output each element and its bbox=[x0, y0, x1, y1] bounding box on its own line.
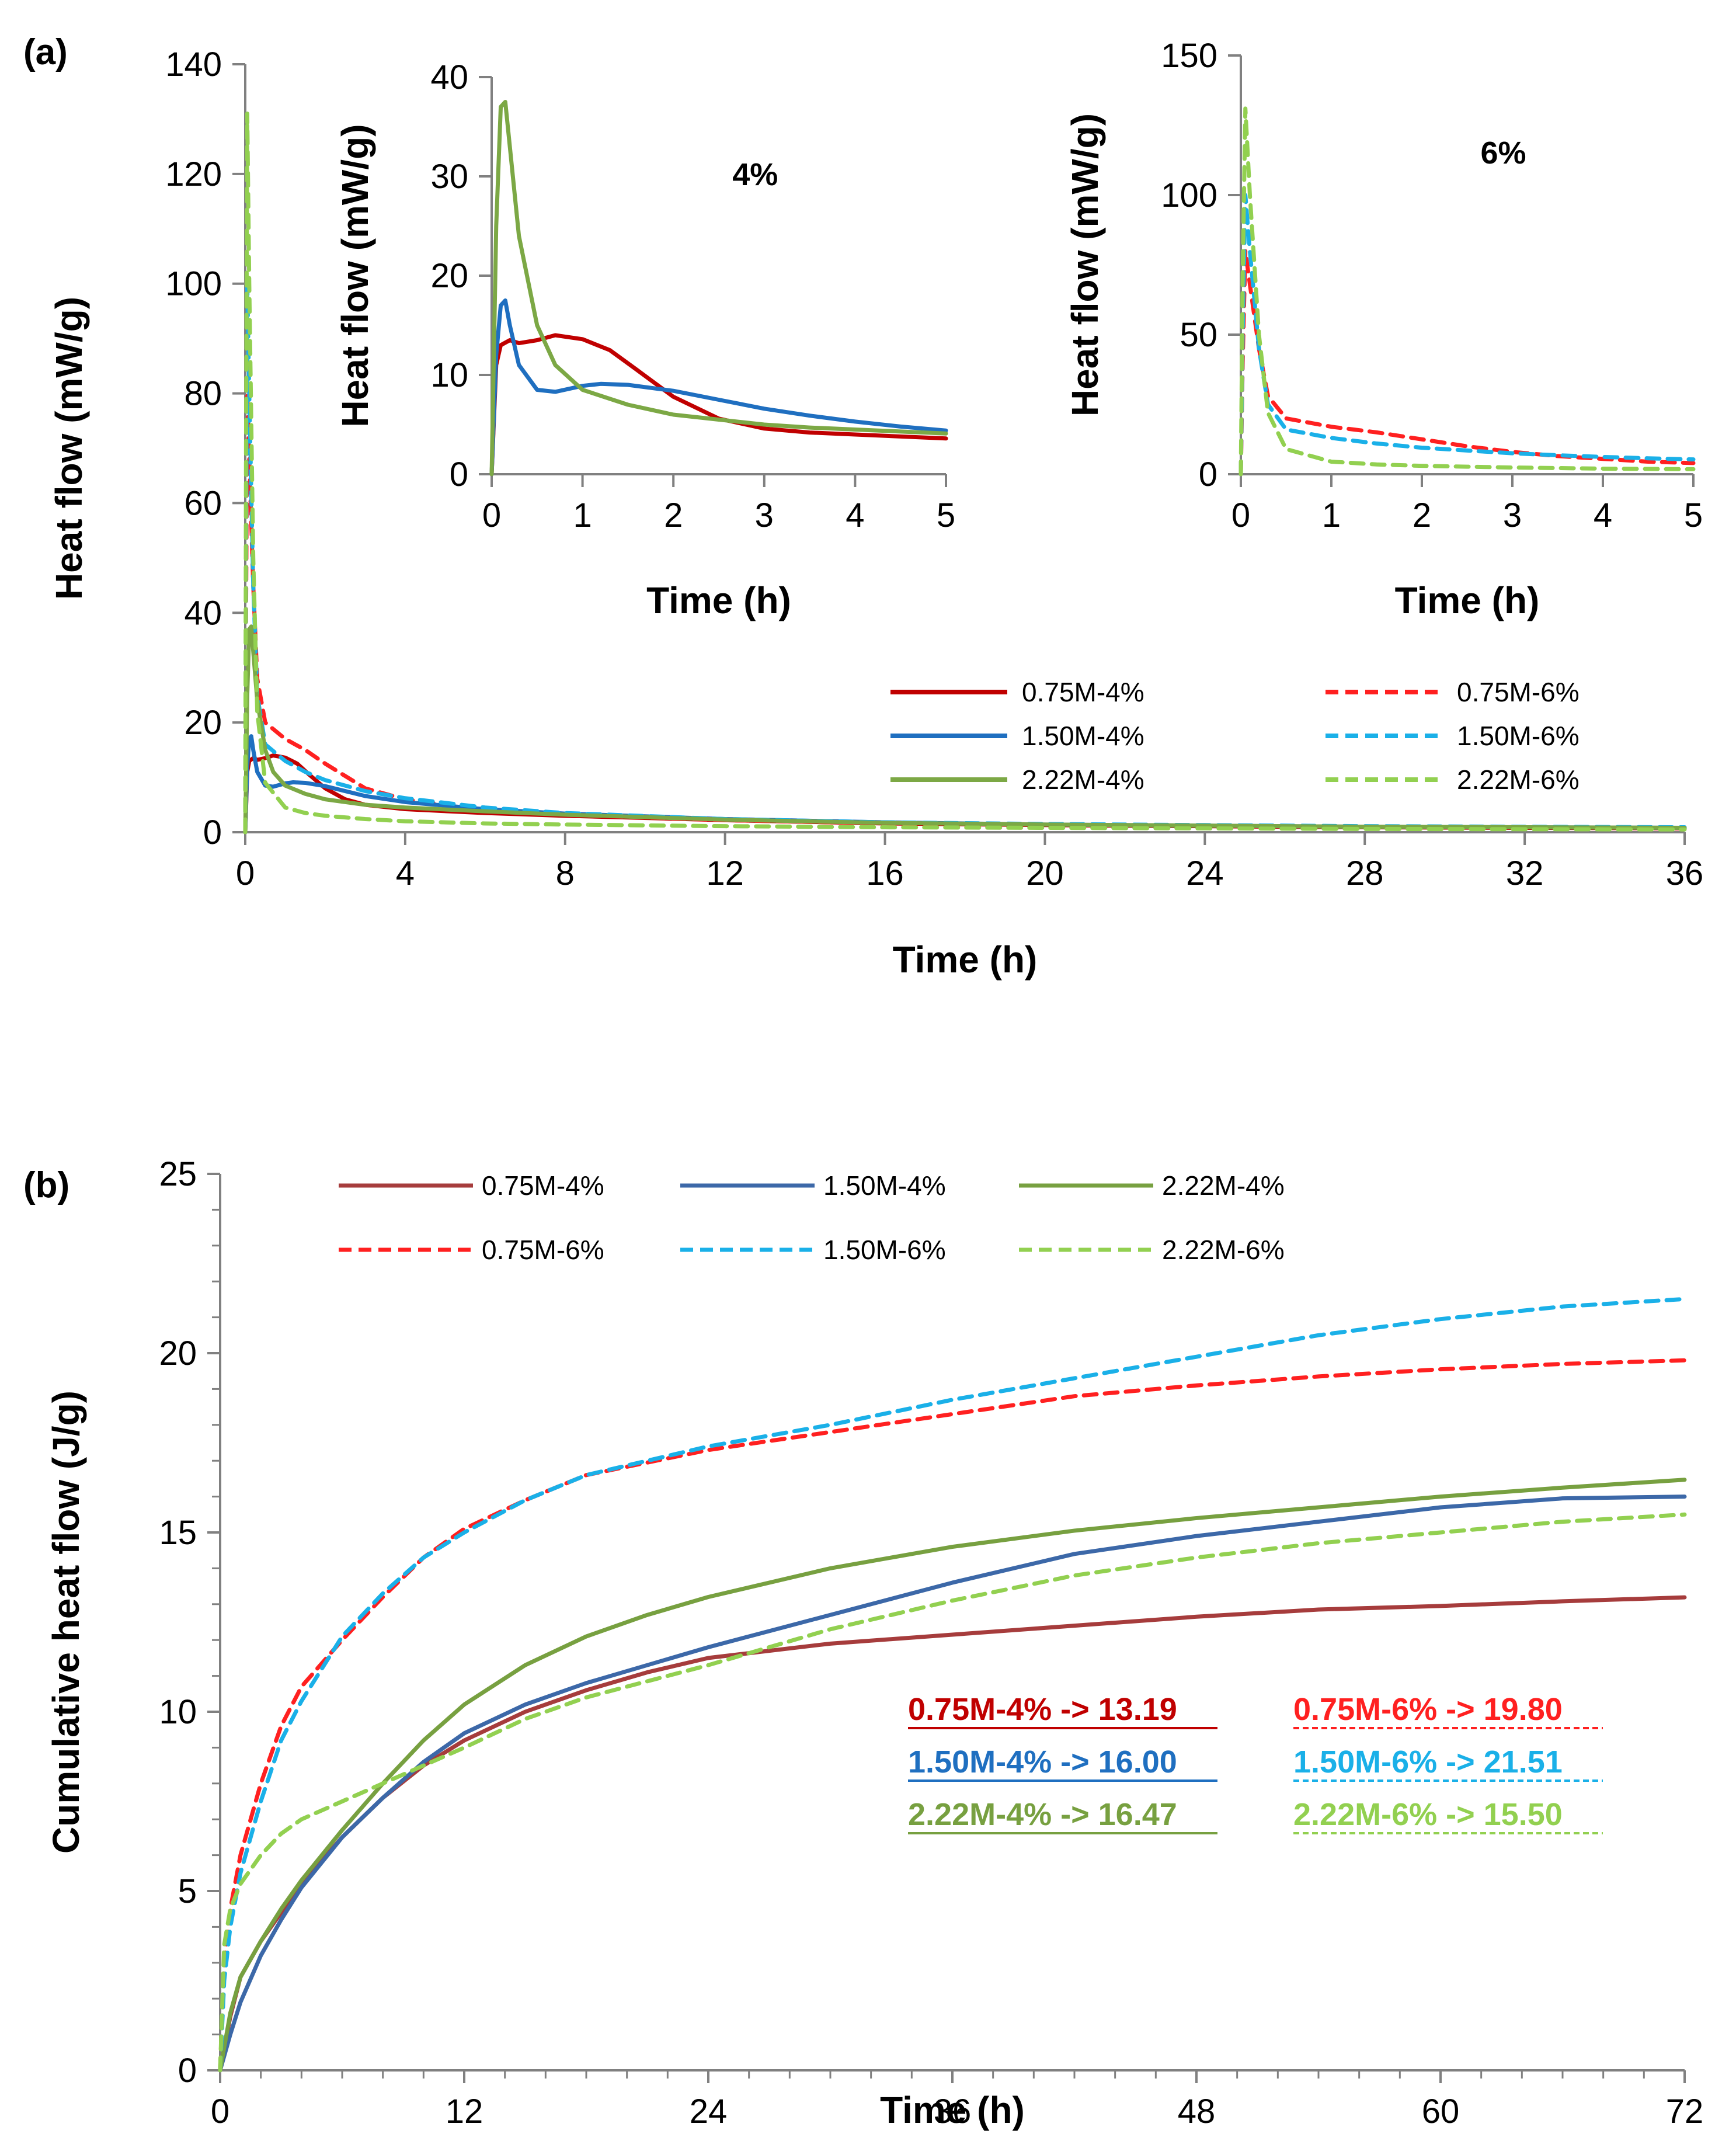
series-line-2.22M-6% bbox=[218, 1512, 1687, 2073]
panel-a-label: (a) bbox=[23, 32, 68, 72]
legend-label: 2.22M-4% bbox=[1022, 764, 1144, 795]
y-axis-label: Heat flow (mW/g) bbox=[1064, 113, 1106, 416]
x-tick-label: 0 bbox=[211, 2093, 229, 2130]
y-tick-label: 0 bbox=[203, 814, 222, 851]
x-tick-label: 32 bbox=[1506, 854, 1544, 892]
x-tick-label: 5 bbox=[937, 496, 955, 534]
inset-title: 6% bbox=[1480, 135, 1526, 171]
series-line-0.75M-6% bbox=[1238, 249, 1696, 477]
x-tick-label: 0 bbox=[236, 854, 255, 892]
series-line-2.22M-4% bbox=[243, 624, 1687, 835]
x-tick-label: 36 bbox=[934, 2093, 972, 2130]
legend-label: 2.22M-6% bbox=[1457, 764, 1580, 795]
y-tick-label: 20 bbox=[159, 1334, 197, 1372]
x-tick-label: 12 bbox=[706, 854, 744, 892]
series-line-1.50M-6% bbox=[218, 1297, 1687, 2073]
x-axis-label: Time (h) bbox=[893, 939, 1038, 981]
series-line-2.22M-6% bbox=[243, 112, 1687, 835]
x-axis-label: Time (h) bbox=[646, 579, 791, 621]
legend-label: 1.50M-6% bbox=[1457, 721, 1580, 751]
y-tick-label: 150 bbox=[1161, 37, 1217, 75]
y-tick-label: 15 bbox=[159, 1514, 197, 1552]
series-line-1.50M-4% bbox=[489, 298, 948, 477]
x-tick-label: 36 bbox=[1666, 854, 1704, 892]
x-axis-label: Time (h) bbox=[880, 2089, 1025, 2131]
legend-label: 1.50M-6% bbox=[823, 1235, 946, 1265]
series-line-1.50M-4% bbox=[218, 1494, 1687, 2073]
y-tick-label: 20 bbox=[184, 704, 222, 742]
legend-label: 0.75M-6% bbox=[482, 1235, 604, 1265]
y-tick-label: 20 bbox=[430, 257, 468, 295]
series-line-2.22M-4% bbox=[218, 1478, 1687, 2073]
series-line-0.75M-4% bbox=[489, 333, 948, 477]
total-annotation: 2.22M-4% -> 16.47 bbox=[908, 1797, 1177, 1832]
x-tick-label: 24 bbox=[690, 2093, 728, 2130]
legend-label: 0.75M-4% bbox=[1022, 677, 1144, 707]
y-tick-label: 0 bbox=[1199, 456, 1217, 493]
x-tick-label: 12 bbox=[446, 2093, 483, 2130]
legend-label: 0.75M-6% bbox=[1457, 677, 1580, 707]
series-line-2.22M-4% bbox=[489, 100, 948, 477]
x-tick-label: 48 bbox=[1178, 2093, 1216, 2130]
x-tick-label: 16 bbox=[866, 854, 904, 892]
y-axis-label: Heat flow (mW/g) bbox=[334, 124, 376, 427]
x-tick-label: 2 bbox=[664, 496, 683, 534]
total-annotation: 0.75M-4% -> 13.19 bbox=[908, 1692, 1177, 1727]
y-tick-label: 80 bbox=[184, 375, 222, 413]
series-line-2.22M-6% bbox=[1238, 106, 1696, 477]
series-line-1.50M-6% bbox=[1238, 193, 1696, 477]
legend-label: 1.50M-4% bbox=[1022, 721, 1144, 751]
x-axis-label: Time (h) bbox=[1395, 579, 1540, 621]
x-tick-label: 20 bbox=[1026, 854, 1064, 892]
x-tick-label: 8 bbox=[556, 854, 575, 892]
legend-label: 0.75M-4% bbox=[482, 1170, 604, 1201]
y-axis-label: Heat flow (mW/g) bbox=[48, 297, 90, 600]
y-tick-label: 60 bbox=[184, 484, 222, 522]
x-tick-label: 2 bbox=[1413, 496, 1431, 534]
chart-b-cumulative: 0 12 24 36 48 60 72 0 5 10 15 20 25 Time (h) Cumulativ… bbox=[45, 1155, 1703, 2131]
x-tick-label: 3 bbox=[755, 496, 774, 534]
total-annotation: 0.75M-6% -> 19.80 bbox=[1293, 1692, 1563, 1727]
total-annotation: 1.50M-4% -> 16.00 bbox=[908, 1744, 1177, 1779]
x-tick-label: 72 bbox=[1666, 2093, 1704, 2130]
y-tick-label: 140 bbox=[165, 46, 222, 84]
x-tick-label: 4 bbox=[1594, 496, 1612, 534]
y-axis-label: Cumulative heat flow (J/g) bbox=[45, 1391, 87, 1854]
y-tick-label: 25 bbox=[159, 1155, 197, 1193]
y-tick-label: 100 bbox=[165, 265, 222, 303]
x-tick-label: 1 bbox=[573, 496, 592, 534]
x-tick-label: 0 bbox=[482, 496, 501, 534]
x-tick-label: 24 bbox=[1186, 854, 1224, 892]
y-tick-label: 0 bbox=[450, 456, 468, 493]
x-tick-label: 60 bbox=[1422, 2093, 1460, 2130]
y-tick-label: 100 bbox=[1161, 176, 1217, 214]
y-tick-label: 50 bbox=[1180, 316, 1217, 354]
y-tick-label: 10 bbox=[430, 356, 468, 394]
x-tick-label: 0 bbox=[1231, 496, 1250, 534]
x-tick-label: 5 bbox=[1684, 496, 1703, 534]
y-tick-label: 10 bbox=[159, 1693, 197, 1731]
total-annotation: 2.22M-6% -> 15.50 bbox=[1293, 1797, 1563, 1832]
y-tick-label: 40 bbox=[184, 594, 222, 632]
legend-label: 2.22M-6% bbox=[1162, 1235, 1285, 1265]
x-tick-label: 28 bbox=[1346, 854, 1384, 892]
total-annotation: 1.50M-6% -> 21.51 bbox=[1293, 1744, 1563, 1779]
panel-b-label: (b) bbox=[23, 1165, 69, 1205]
y-tick-label: 30 bbox=[430, 158, 468, 196]
inset-title: 4% bbox=[732, 157, 778, 192]
chart-a-main: 0 4 8 12 16 20 24 28 32 36020406080100120140Time … bbox=[48, 46, 1703, 981]
chart-a-inset-4pct: 0 1 2 3 4 5 0 10 20 30 40 Time (h) Heat flow (mW/g) 4… bbox=[334, 58, 955, 621]
y-tick-label: 120 bbox=[165, 155, 222, 193]
x-tick-label: 4 bbox=[846, 496, 864, 534]
y-tick-label: 40 bbox=[430, 58, 468, 96]
x-tick-label: 1 bbox=[1322, 496, 1341, 534]
x-tick-label: 3 bbox=[1503, 496, 1522, 534]
y-tick-label: 5 bbox=[178, 1872, 197, 1910]
x-tick-label: 4 bbox=[396, 854, 415, 892]
y-tick-label: 0 bbox=[178, 2052, 197, 2090]
legend-label: 2.22M-4% bbox=[1162, 1170, 1285, 1201]
legend-label: 1.50M-4% bbox=[823, 1170, 946, 1201]
